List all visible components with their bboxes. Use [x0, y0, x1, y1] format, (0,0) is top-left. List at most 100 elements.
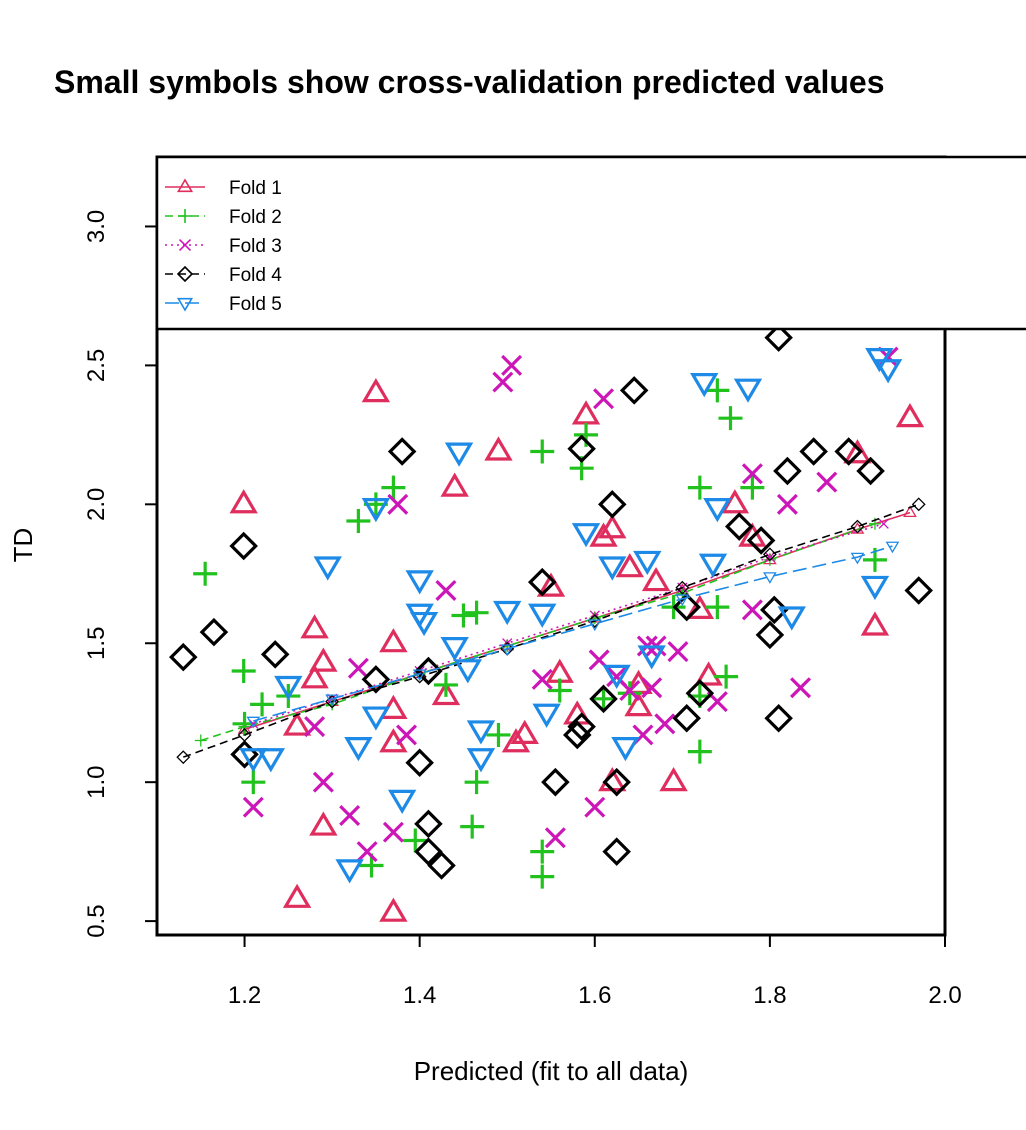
data-point — [427, 851, 456, 880]
data-point — [602, 767, 631, 797]
x-tick-label: 2.0 — [928, 982, 961, 1009]
data-point — [361, 378, 391, 403]
data-point — [690, 373, 719, 398]
data-point — [414, 656, 443, 686]
data-point — [672, 592, 701, 622]
legend-item: Fold 2 — [165, 207, 282, 228]
x-tick-label: 1.8 — [753, 982, 786, 1009]
data-point — [493, 600, 522, 626]
data-point — [282, 883, 312, 908]
data-point — [593, 388, 615, 410]
cv-point — [587, 614, 602, 628]
cv-point — [675, 594, 690, 607]
cv-line — [253, 523, 884, 725]
data-point — [816, 471, 838, 493]
data-point — [705, 378, 730, 403]
data-point — [250, 692, 275, 717]
cv-point — [850, 552, 865, 565]
data-point — [799, 437, 828, 466]
data-point — [530, 839, 555, 864]
cv-line — [244, 511, 911, 731]
cv-point — [763, 572, 777, 584]
data-point — [229, 531, 258, 561]
x-tick-label: 1.2 — [228, 982, 261, 1009]
data-point — [260, 640, 290, 669]
data-point — [672, 704, 701, 733]
data-point — [741, 599, 763, 621]
data-point — [464, 600, 489, 625]
data-point — [304, 716, 326, 738]
data-point — [624, 691, 653, 717]
data-point — [641, 677, 663, 699]
data-point — [433, 672, 458, 697]
y-tick-label: 1.5 — [83, 627, 110, 660]
data-point — [895, 403, 925, 428]
cv-line — [182, 503, 920, 758]
data-point — [530, 439, 555, 464]
cv-line — [200, 523, 876, 742]
data-point — [300, 614, 329, 639]
data-point — [440, 636, 469, 662]
data-point — [361, 498, 391, 523]
legend: Fold 1 Fold 2 Fold 3 Fold 4 Fold 5 — [155, 155, 1026, 331]
plot-area — [155, 155, 947, 937]
data-point — [637, 645, 666, 670]
data-point — [777, 606, 806, 631]
data-point — [755, 620, 785, 650]
data-point — [309, 647, 338, 672]
data-point — [466, 748, 496, 773]
data-point — [776, 493, 798, 515]
data-point — [659, 767, 688, 792]
data-point — [387, 437, 417, 466]
cv-point — [176, 750, 191, 765]
data-point — [654, 713, 676, 735]
data-point — [760, 595, 789, 625]
legend-label: Fold 4 — [229, 265, 282, 286]
data-point — [453, 659, 483, 684]
data-point — [431, 680, 461, 706]
y-axis: 0.5 1.0 1.5 2.0 2.5 3.0 — [83, 210, 157, 938]
x-axis: 1.2 1.4 1.6 1.8 2.0 — [228, 935, 962, 1009]
legend-item: Fold 4 — [165, 265, 282, 286]
data-point — [444, 442, 474, 467]
legend-symbol — [176, 265, 194, 283]
data-point — [602, 664, 631, 689]
legend-label: Fold 3 — [229, 236, 282, 257]
data-point — [335, 859, 364, 884]
x-tick-label: 1.4 — [403, 982, 436, 1009]
data-point — [714, 664, 739, 689]
series-fold-2 — [193, 378, 887, 889]
data-point — [501, 354, 523, 376]
y-axis-label: TD — [8, 528, 38, 563]
data-point — [344, 737, 373, 762]
data-point — [541, 767, 570, 797]
data-point — [705, 595, 730, 620]
data-point — [414, 837, 443, 866]
data-point — [834, 437, 863, 466]
data-point — [309, 811, 338, 836]
data-point — [379, 628, 408, 653]
y-tick-label: 2.0 — [83, 488, 110, 521]
cv-point — [587, 619, 602, 632]
series-fold-4 — [169, 323, 933, 880]
data-point — [741, 463, 763, 485]
data-point — [530, 864, 555, 889]
data-point — [451, 603, 476, 628]
data-point — [598, 556, 627, 581]
data-point — [617, 681, 642, 706]
data-point — [589, 684, 618, 714]
data-point — [256, 748, 286, 773]
data-point — [567, 434, 596, 464]
data-point — [313, 556, 342, 581]
data-point — [544, 827, 566, 849]
data-point — [387, 789, 417, 815]
cv-point — [878, 518, 889, 529]
data-point — [773, 456, 802, 486]
data-point — [764, 323, 793, 352]
data-point — [547, 678, 572, 703]
data-point — [571, 400, 601, 425]
cv-point — [762, 547, 777, 562]
data-point — [169, 642, 198, 672]
data-point — [484, 436, 513, 461]
